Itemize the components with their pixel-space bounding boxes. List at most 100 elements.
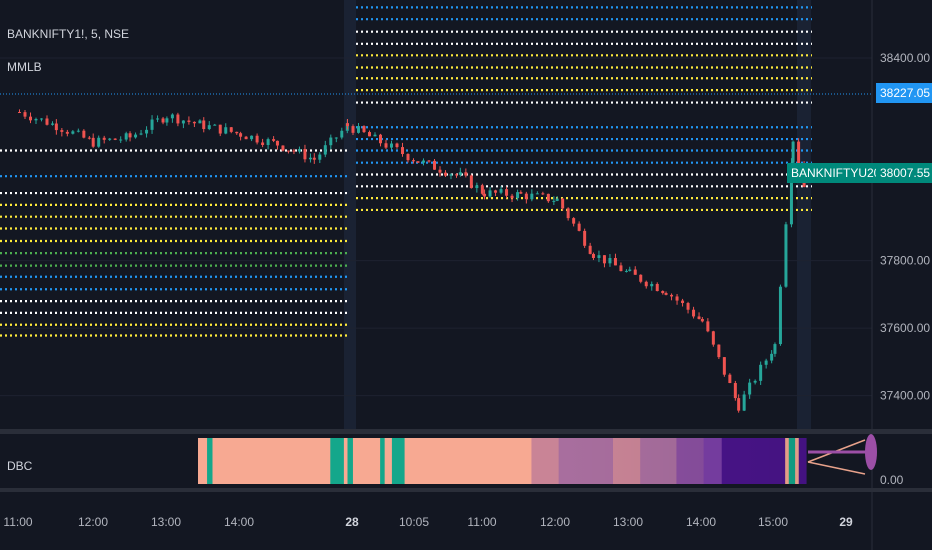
x-tick-label-4: 28 [345,515,359,529]
candle-87 [475,182,479,193]
candle-121 [650,281,654,291]
candle-55 [308,153,312,163]
oscillator-axis-label: 0.00 [880,473,904,487]
candle-100 [541,191,545,196]
candle-101 [546,193,550,203]
dbc-heatmap [198,438,807,484]
candle-61 [340,127,344,140]
pane-separator[interactable] [0,429,932,434]
time-axis[interactable]: 11:00 12:00 13:00 14:00 28 10:05 11:00 12:00 13:… [3,515,853,529]
candle-9 [65,129,69,137]
candle-23 [139,129,143,136]
candle-15 [97,135,101,148]
candle-132 [706,318,710,333]
candle-0 [18,109,21,114]
candle-56 [312,153,316,164]
x-tick-label-3: 14:00 [224,515,254,529]
candle-36 [207,121,211,131]
candle-84 [458,167,462,177]
x-tick-label-2: 13:00 [151,515,181,529]
indicator-label-dbc[interactable]: DBC [7,459,33,473]
candle-13 [87,135,91,140]
candle-19 [119,136,123,143]
candle-83 [455,173,458,178]
candle-149 [791,140,795,168]
candle-123 [661,290,665,295]
candle-44 [250,135,254,142]
candle-129 [692,306,696,319]
candle-79 [433,159,436,170]
candle-104 [561,197,565,211]
candle-102 [552,196,556,206]
session-end-highlight [797,0,811,430]
candle-47 [266,137,270,150]
candle-134 [717,344,721,359]
candle-136 [728,373,732,384]
candle-18 [113,138,117,141]
candle-127 [681,298,685,307]
candle-88 [480,183,484,196]
candle-3 [34,117,38,125]
y-tick-label-3: 37400.00 [880,389,930,403]
candle-72 [395,142,399,149]
last-price-tag: 38007.55 [876,163,932,183]
candle-125 [670,293,674,301]
candle-8 [60,127,64,137]
candle-29 [170,113,174,123]
candle-53 [297,146,301,154]
candle-65 [357,122,360,134]
x-tick-label-1: 12:00 [78,515,108,529]
candle-137 [733,380,737,401]
candle-144 [770,350,774,364]
dbc-shade [198,438,806,484]
candle-81 [444,170,447,177]
candle-58 [323,140,327,158]
candle-4 [40,118,43,122]
candle-38 [218,124,222,137]
candle-32 [187,116,191,125]
candle-54 [303,144,307,163]
y-tick-label-2: 37600.00 [880,321,930,335]
candle-14 [91,133,95,148]
candle-7 [54,119,58,135]
candle-140 [748,378,752,399]
candle-85 [464,168,468,178]
candle-110 [591,252,595,261]
candle-124 [664,291,668,296]
candle-112 [602,255,606,268]
candle-68 [373,132,377,137]
candle-76 [416,161,420,163]
candle-77 [422,158,425,166]
candle-20 [124,131,128,142]
x-tick-label-8: 13:00 [613,515,643,529]
candle-120 [644,280,648,289]
candle-49 [275,140,279,150]
candle-64 [351,124,355,136]
candle-96 [519,190,523,195]
candle-135 [722,357,726,377]
mml-levels [0,6,812,337]
candle-97 [524,191,528,204]
indicator-label-mmlb[interactable]: MMLB [7,60,42,74]
candle-91 [494,189,498,197]
price-axis[interactable]: 38400.00 37800.00 37600.00 37400.00 [880,51,930,403]
x-tick-label-9: 14:00 [686,515,716,529]
candle-94 [510,193,514,203]
symbol-title[interactable]: BANKNIFTY1!, 5, NSE [7,27,130,41]
candle-24 [145,126,149,138]
candle-45 [255,133,259,145]
candle-25 [150,115,154,134]
candle-52 [292,148,296,155]
candle-108 [583,228,587,248]
candle-75 [412,158,415,164]
candle-103 [555,196,559,202]
candle-82 [449,173,453,180]
candle-133 [711,330,715,347]
x-tick-label-7: 12:00 [540,515,570,529]
candle-43 [244,135,248,140]
candle-95 [516,189,520,201]
candle-115 [619,262,623,272]
candle-105 [566,207,570,221]
candle-107 [577,221,581,232]
